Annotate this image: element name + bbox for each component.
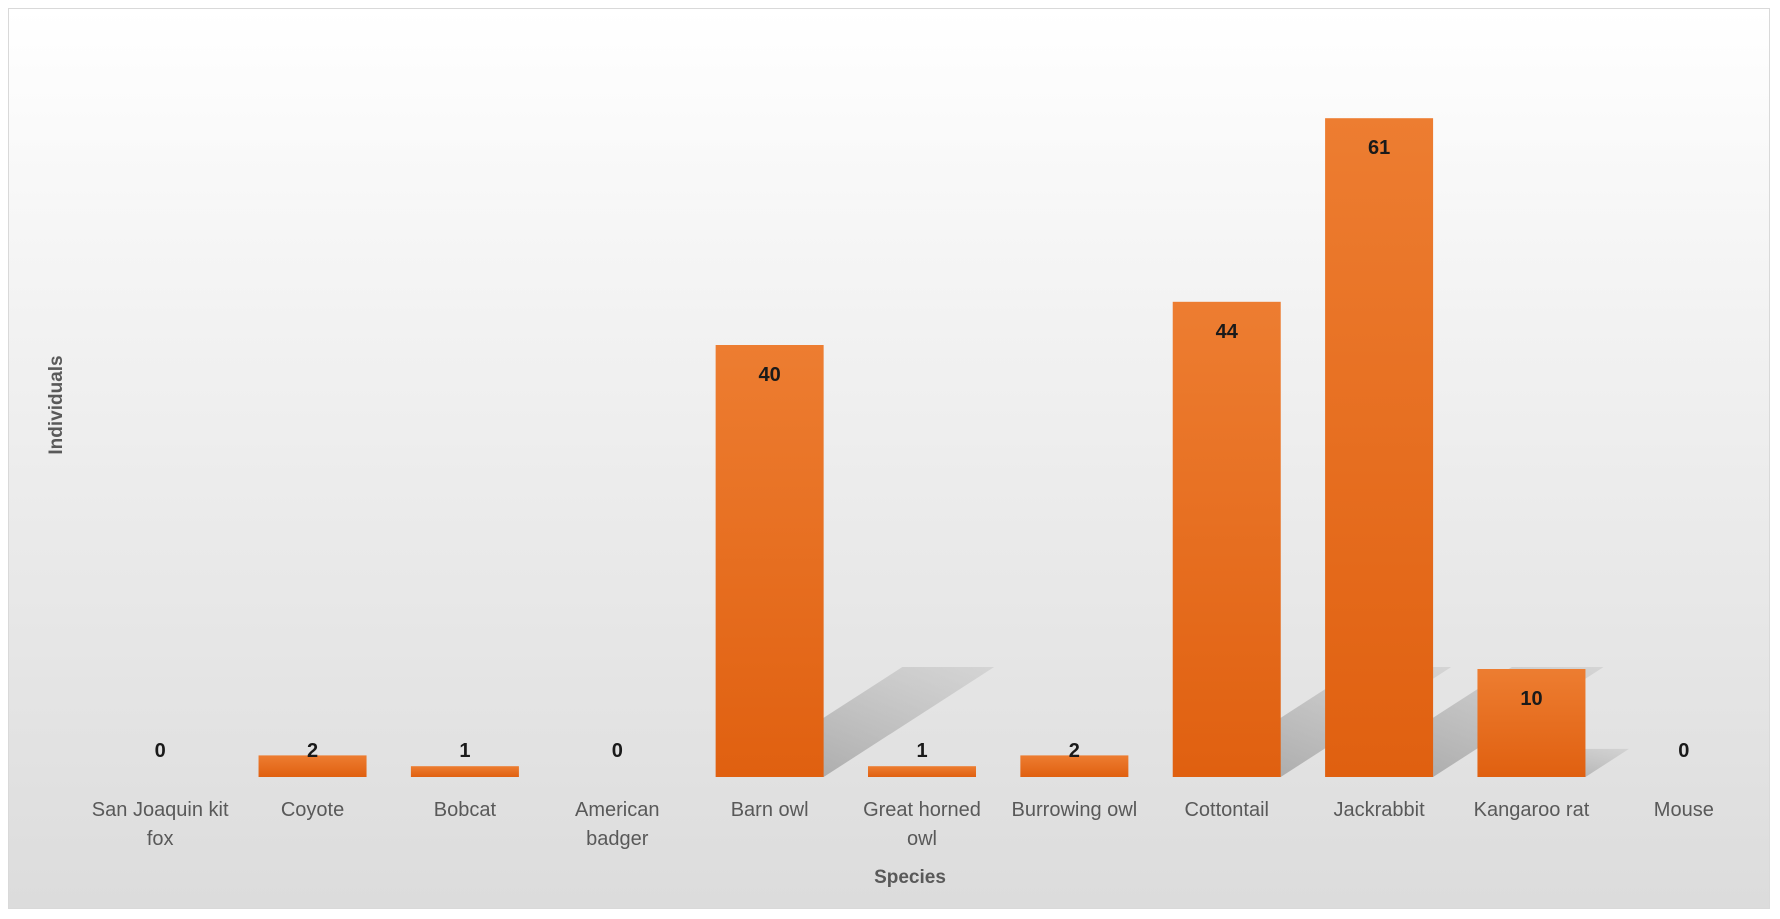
data-label: 0 [1678, 740, 1689, 762]
bar [715, 345, 824, 777]
x-tick-label: Burrowing owl [1012, 799, 1138, 821]
data-label: 61 [1368, 137, 1390, 159]
bars-group [258, 118, 1586, 777]
data-label: 44 [1216, 321, 1239, 343]
data-label: 1 [916, 740, 927, 762]
x-axis-title: Species [874, 867, 946, 888]
category-labels: San Joaquin kit fox Coyote Bobcat American ba… [92, 799, 1714, 850]
x-tick-label: Bobcat [434, 799, 497, 821]
bar [1172, 301, 1281, 777]
data-label: 2 [307, 740, 318, 762]
x-tick-label: Coyote [281, 799, 344, 821]
x-tick-label: San Joaquin kit fox [92, 799, 229, 850]
x-tick-label: Great horned owl [863, 799, 981, 850]
bar [1477, 669, 1586, 777]
x-tick-label: American badger [575, 799, 659, 850]
x-tick-label: Jackrabbit [1334, 799, 1426, 821]
bar [410, 766, 519, 777]
data-label: 10 [1520, 688, 1542, 710]
x-tick-label: Kangaroo rat [1474, 799, 1590, 821]
y-axis-title: Individuals [46, 355, 67, 454]
bar [1325, 118, 1434, 777]
bar [258, 755, 367, 777]
bar [1020, 755, 1129, 777]
x-tick-label: Mouse [1654, 799, 1714, 821]
data-label: 40 [759, 364, 781, 386]
bar [868, 766, 976, 777]
x-tick-label: Barn owl [731, 799, 809, 821]
data-label: 0 [155, 740, 166, 762]
x-tick-label: Cottontail [1184, 799, 1269, 821]
data-label: 0 [612, 740, 623, 762]
data-label: 1 [459, 740, 470, 762]
data-label: 2 [1069, 740, 1080, 762]
